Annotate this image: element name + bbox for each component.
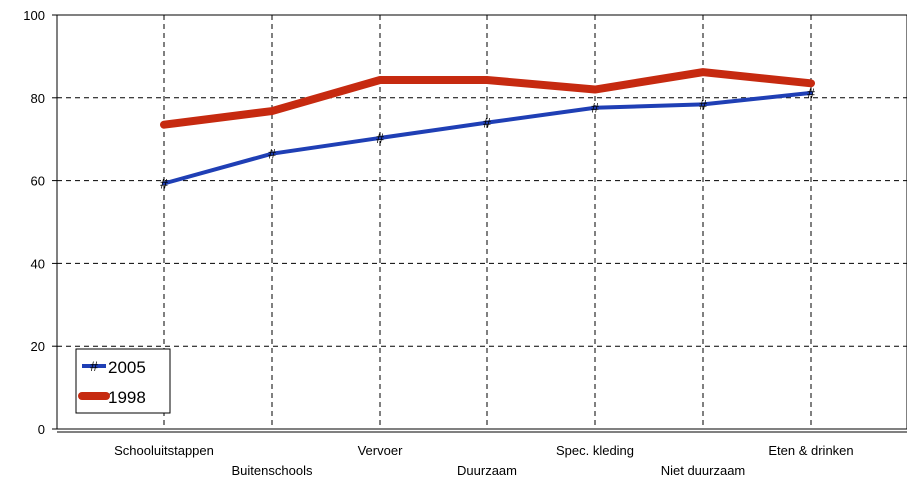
series-line-2005 [162,90,813,186]
series-line-1998 [160,68,815,129]
y-tick-label: 20 [31,339,45,354]
x-tick-label: Spec. kleding [556,443,634,458]
x-axis-ticks: Schooluitstappen Buitenschools Vervoer Duur… [114,443,854,478]
data-point-marker: # [160,175,168,191]
data-point-marker: # [376,130,384,146]
series-1998 [160,68,815,129]
legend-label-2005: 2005 [108,358,146,377]
x-tick-label: Eten & drinken [768,443,853,458]
y-tick-label: 80 [31,91,45,106]
data-point-marker: # [268,146,276,162]
y-tick-label: 0 [38,422,45,437]
legend: #2005 1998 [75,348,171,414]
series-2005: # # # # # # # [160,85,815,192]
axes [57,428,907,433]
legend-label-1998: 1998 [108,388,146,407]
series-lines: # # # # # # # [160,68,815,192]
x-tick-label: Schooluitstappen [114,443,214,458]
x-tick-label: Duurzaam [457,463,517,478]
x-tick-label: Niet duurzaam [661,463,746,478]
legend-box [75,348,171,414]
data-point-marker: # [699,96,707,112]
data-point-marker: # [591,100,599,116]
plot-frame [56,14,907,430]
legend-marker-2005: # [90,358,98,374]
x-tick-label: Vervoer [358,443,403,458]
data-point-marker: # [807,85,815,101]
y-tick-label: 40 [31,256,45,271]
plot-area [56,14,907,430]
y-axis-ticks: 0 20 40 60 80 100 [23,8,57,437]
x-tick-label: Buitenschools [232,463,313,478]
grid-lines [57,15,907,429]
y-tick-label: 100 [23,8,45,23]
y-tick-label: 60 [31,174,45,189]
data-point-marker: # [483,115,491,131]
